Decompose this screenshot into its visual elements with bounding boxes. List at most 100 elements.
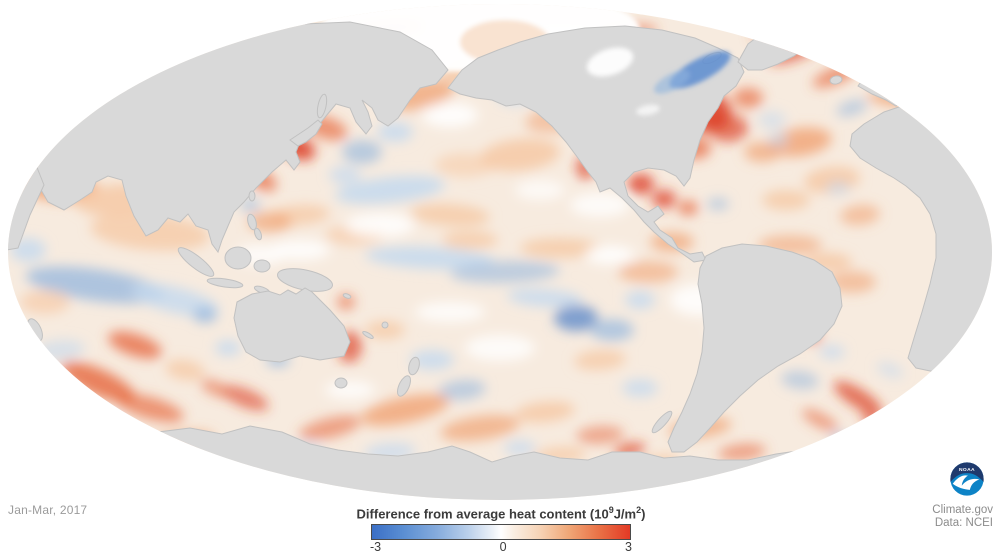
- anomaly-blob: [440, 414, 520, 442]
- landmass-australia: [233, 287, 351, 363]
- anomaly-blob: [30, 414, 120, 446]
- anomaly-blob: [221, 385, 269, 411]
- legend-unit-open: (10: [589, 506, 609, 522]
- island-nz-south: [397, 375, 411, 397]
- anomaly-blob: [876, 361, 904, 379]
- anomaly-blob: [570, 193, 630, 217]
- legend-unit-exp2: 2: [636, 505, 642, 515]
- island-new-caledonia: [362, 331, 374, 339]
- island-nz-north: [408, 356, 420, 376]
- island-fiji: [381, 321, 389, 329]
- anomaly-blob: [833, 381, 883, 415]
- anomaly-blob: [628, 174, 654, 194]
- island-sakhalin: [316, 93, 328, 119]
- anomaly-blob: [858, 35, 886, 49]
- anomaly-blob: [131, 283, 219, 317]
- anomaly-blob: [576, 425, 624, 445]
- anomaly-blob: [438, 379, 486, 401]
- islands-philippines-2: [254, 227, 262, 241]
- tick-max: 3: [625, 540, 632, 555]
- islands-solomon: [342, 293, 352, 299]
- anomaly-blob: [215, 340, 241, 356]
- anomaly-blob: [836, 99, 868, 117]
- anomaly-blob: [750, 24, 790, 40]
- anomaly-blob: [802, 408, 838, 432]
- anomaly-blob: [707, 198, 729, 210]
- hudson-bay: [586, 47, 634, 77]
- scandinavia-snow: [901, 30, 959, 60]
- legend-title: Difference from average heat content (10…: [341, 503, 661, 521]
- anomaly-blob: [585, 246, 635, 264]
- islands-japan: [289, 119, 323, 147]
- anomaly-blob: [410, 350, 454, 370]
- anomaly-blob: [108, 331, 162, 359]
- legend-unit-exp9: 9: [608, 505, 614, 515]
- antarctic-peninsula: [651, 410, 673, 434]
- great-lakes: [636, 104, 660, 116]
- island-taiwan: [248, 190, 256, 202]
- noaa-logo-text: NOAA: [959, 467, 975, 473]
- anomaly-blob: [574, 349, 626, 371]
- anomaly-blob: [515, 401, 575, 423]
- anomaly-blob: [200, 378, 230, 398]
- anomaly-blob: [345, 213, 415, 237]
- anomaly-blob: [450, 260, 560, 284]
- anomaly-blob: [830, 432, 860, 452]
- anomaly-blob: [504, 440, 536, 456]
- island-sulawesi: [253, 259, 271, 273]
- date-label: Jan-Mar, 2017: [8, 503, 88, 517]
- anomaly-blob: [520, 238, 600, 258]
- island-borneo: [224, 246, 252, 270]
- anomaly-blob: [410, 203, 490, 227]
- anomaly-blob: [554, 305, 598, 331]
- anomaly-blob: [165, 359, 205, 381]
- noaa-logo-gull: [952, 475, 980, 490]
- anomaly-blob: [708, 114, 748, 142]
- island-tasmania: [334, 377, 348, 389]
- anomaly-blob: [762, 190, 810, 210]
- colorbar-ticks: -3 0 3: [370, 540, 632, 555]
- anomaly-blob: [61, 361, 135, 403]
- landmass-europe: [857, 23, 992, 107]
- anomaly-blob: [329, 166, 361, 184]
- anomaly-blob: [342, 140, 382, 164]
- anomaly-blob: [415, 302, 485, 322]
- anomaly-blob: [652, 190, 676, 208]
- anomaly-blob: [442, 231, 498, 249]
- anomaly-blob: [733, 88, 763, 108]
- anomaly-blob: [507, 288, 583, 308]
- anomaly-blob: [325, 381, 375, 399]
- anomaly-blob: [377, 122, 413, 142]
- anomaly-blob: [625, 291, 655, 309]
- tick-mid: 0: [499, 540, 507, 555]
- anomaly-blob: [365, 321, 405, 339]
- anomaly-blob: [116, 393, 184, 423]
- anomaly-blob: [718, 443, 766, 461]
- anomaly-blob: [298, 415, 362, 441]
- credits: Climate.gov Data: NCEI: [932, 504, 993, 529]
- noaa-logo: NOAA: [950, 462, 984, 496]
- anomaly-blob: [20, 290, 70, 314]
- anomaly-blob: [781, 370, 819, 390]
- anomaly-blob: [365, 246, 495, 270]
- colorbar-legend: Difference from average heat content (10…: [341, 503, 661, 555]
- anomaly-blob: [515, 180, 565, 200]
- landmass-south-america: [667, 243, 843, 453]
- legend-unit-mid: J/m: [613, 506, 637, 522]
- anomaly-blob: [480, 138, 560, 172]
- anomaly-blob: [618, 261, 678, 283]
- anomaly-blob: [622, 379, 658, 397]
- anomaly-blob: [826, 181, 850, 195]
- anomaly-blob: [422, 103, 478, 127]
- anomaly-blob: [860, 411, 896, 437]
- island-sumatra: [177, 247, 215, 277]
- island-britain: [864, 60, 872, 72]
- anomaly-blob: [193, 307, 217, 323]
- anomaly-blob: [335, 175, 445, 205]
- tick-min: -3: [370, 540, 382, 555]
- anomaly-blob: [819, 345, 845, 359]
- credit-data: Data: NCEI: [934, 516, 993, 529]
- island-iceland: [829, 75, 843, 85]
